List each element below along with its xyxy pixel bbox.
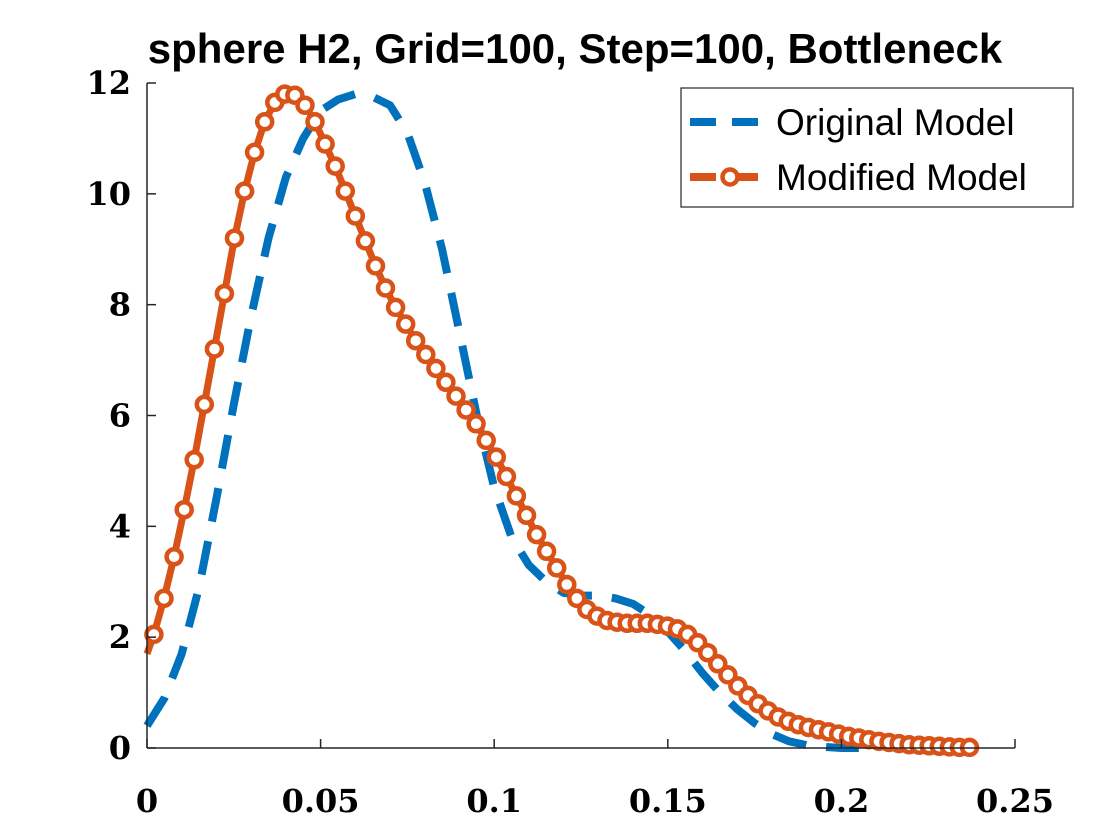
- data-point-modified-model: [345, 206, 366, 226]
- data-point-modified-model: [456, 400, 476, 420]
- y-tick-label: 4: [109, 507, 131, 545]
- plot-area: [143, 84, 980, 758]
- x-tick-label: 0.15: [629, 782, 707, 820]
- legend-label-modified-model: Modified Model: [776, 157, 1027, 198]
- data-point-modified-model: [234, 181, 255, 201]
- legend-box: [680, 87, 1074, 208]
- data-point-modified-model: [214, 283, 235, 304]
- data-point-modified-model: [436, 372, 456, 393]
- data-point-modified-model: [335, 181, 356, 201]
- data-point-modified-model: [416, 344, 436, 365]
- data-point-modified-model: [204, 339, 225, 359]
- legend-marker-modified-model: [720, 167, 740, 187]
- data-point-modified-model: [526, 524, 547, 545]
- data-point-modified-model: [365, 256, 386, 276]
- axes: 0 0.05 0.1 0.15 0.2 0.25 0 2 4 6 8 10 12: [86, 64, 1054, 820]
- data-point-modified-model: [426, 358, 446, 379]
- data-point-modified-model: [506, 486, 527, 506]
- data-point-modified-model: [315, 134, 335, 154]
- data-point-modified-model: [375, 278, 396, 298]
- data-point-modified-model: [244, 142, 265, 163]
- y-tick-label: 12: [86, 64, 131, 102]
- data-point-modified-model: [184, 450, 204, 470]
- x-tick-label: 0.05: [282, 782, 360, 820]
- y-tick-label: 10: [86, 175, 131, 213]
- data-point-modified-model: [164, 547, 184, 567]
- data-point-modified-model: [446, 386, 466, 406]
- data-point-modified-model: [557, 574, 577, 595]
- data-point-modified-model: [395, 314, 416, 334]
- legend: Original Model Modified Model: [680, 87, 1074, 208]
- x-tick-label: 0.1: [466, 782, 522, 820]
- data-point-modified-model: [486, 447, 507, 467]
- data-point-modified-model: [305, 112, 325, 132]
- data-point-modified-model: [295, 95, 315, 115]
- x-tick-label: 0: [136, 782, 158, 820]
- data-point-modified-model: [194, 394, 215, 415]
- data-point-modified-model: [536, 541, 557, 562]
- data-point-modified-model: [224, 228, 245, 248]
- y-tick-label: 6: [109, 397, 131, 435]
- legend-label-original-model: Original Model: [776, 102, 1015, 143]
- data-point-modified-model: [516, 505, 537, 526]
- data-point-modified-model: [254, 112, 275, 132]
- data-point-modified-model: [174, 499, 194, 520]
- data-point-modified-model: [476, 430, 496, 451]
- data-point-modified-model: [385, 297, 406, 318]
- data-point-modified-model: [355, 231, 376, 251]
- data-point-modified-model: [144, 624, 164, 645]
- y-tick-label: 0: [109, 729, 131, 767]
- data-point-modified-model: [325, 156, 345, 176]
- data-point-modified-model: [405, 330, 426, 351]
- data-point-modified-model: [154, 588, 174, 609]
- chart-title: sphere H2, Grid=100, Step=100, Bottlenec…: [148, 25, 1003, 72]
- y-tick-label: 2: [109, 618, 131, 656]
- series-line-original-model: [143, 90, 859, 752]
- data-point-modified-model: [466, 414, 486, 434]
- y-tick-label: 8: [109, 286, 131, 324]
- x-tick-label: 0.2: [814, 782, 870, 820]
- x-tick-label: 0.25: [976, 782, 1054, 820]
- data-point-modified-model: [546, 558, 567, 578]
- data-point-modified-model: [496, 466, 517, 487]
